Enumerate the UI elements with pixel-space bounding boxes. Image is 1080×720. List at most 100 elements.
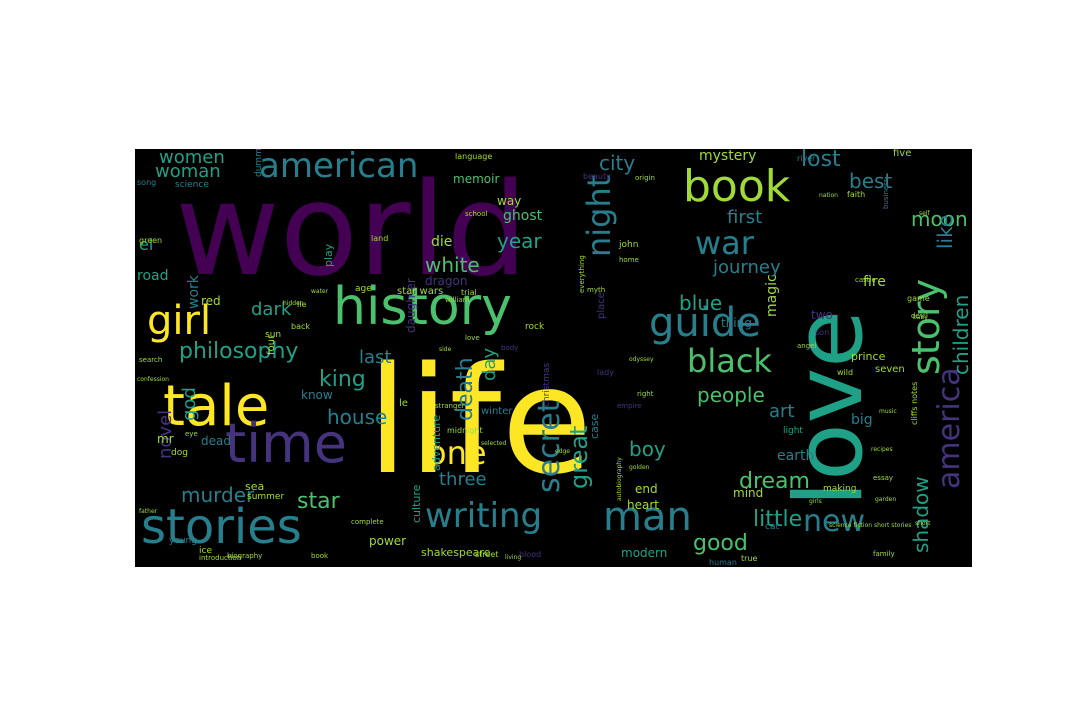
cloud-word-nation: nation xyxy=(819,192,838,199)
cloud-word-death: death xyxy=(453,357,478,421)
word-cloud: world life love history tale time stories book g… xyxy=(135,149,972,567)
cloud-word-sun: sun xyxy=(265,330,282,340)
cloud-word-true: true xyxy=(741,554,758,563)
cloud-word-two: two xyxy=(811,308,833,322)
cloud-word-people: people xyxy=(697,383,765,407)
cloud-word-know: know xyxy=(301,388,333,402)
cloud-word-house: house xyxy=(327,405,388,429)
cloud-word-philosophy: philosophy xyxy=(179,339,299,364)
cloud-word-murder: murder xyxy=(181,483,255,507)
cloud-word-green: green xyxy=(139,236,163,245)
cloud-word-lady: lady xyxy=(597,368,614,377)
cloud-word-love: love xyxy=(465,334,480,342)
cloud-word-new: new xyxy=(803,504,866,539)
cloud-word-young: young xyxy=(169,536,197,546)
cloud-word-beauty: beauty xyxy=(583,172,611,181)
cloud-word-dream: dream xyxy=(739,469,810,494)
cloud-word-game: game xyxy=(907,294,930,303)
cloud-word-castle: castle xyxy=(855,276,876,284)
cloud-word-winter: winter xyxy=(481,406,513,417)
cloud-word-prince: prince xyxy=(851,350,886,363)
cloud-word-king: king xyxy=(319,367,366,392)
cloud-word-power: power xyxy=(369,534,407,548)
cloud-word-autobiography: autobiography xyxy=(616,457,623,501)
cloud-word-water: water xyxy=(311,288,329,295)
cloud-word-complete: complete xyxy=(351,518,384,526)
cloud-word-blood: blood xyxy=(519,550,542,559)
cloud-word-star-wars: star wars xyxy=(397,286,444,297)
cloud-word-cat: cat xyxy=(765,522,779,532)
cloud-word-myth: myth xyxy=(587,286,606,294)
cloud-word-father: father xyxy=(139,508,158,515)
cloud-word-heart: heart xyxy=(627,498,659,512)
cloud-word-making: making xyxy=(823,484,857,494)
cloud-word-tale: tale xyxy=(163,374,270,439)
cloud-word-baby: baby xyxy=(913,314,928,321)
cloud-word-song: song xyxy=(137,178,157,187)
cloud-word-blue: blue xyxy=(679,291,723,315)
cloud-word-earth: earth xyxy=(777,448,815,464)
cloud-word-age: age xyxy=(355,284,372,294)
cloud-word-family: family xyxy=(873,550,895,558)
cloud-word-language: language xyxy=(455,152,493,161)
cloud-word-ice: ice xyxy=(199,546,212,556)
cloud-word-god: god xyxy=(179,387,200,421)
cloud-word-writing: writing xyxy=(425,496,543,536)
cloud-word-seven: seven xyxy=(875,364,905,375)
cloud-word-modern: modern xyxy=(621,546,668,560)
cloud-word-music: music xyxy=(879,408,897,415)
cloud-word-dark: dark xyxy=(251,299,292,320)
cloud-word-home: home xyxy=(619,256,639,264)
cloud-word-son: son xyxy=(815,328,830,337)
cloud-word-river: river xyxy=(797,154,816,163)
cloud-word-empire: empire xyxy=(617,402,642,410)
cloud-word-night: night xyxy=(580,174,618,257)
cloud-word-rock: rock xyxy=(525,322,545,332)
cloud-word-adventure: adventure xyxy=(430,414,443,471)
cloud-word-short: short xyxy=(915,520,931,527)
cloud-word-road: road xyxy=(137,268,169,284)
cloud-word-recipes: recipes xyxy=(871,446,893,453)
cloud-word-red: red xyxy=(201,294,221,308)
cloud-word-dummies: dummies xyxy=(254,149,264,177)
cloud-word-woman: woman xyxy=(155,161,221,182)
cloud-word-school: school xyxy=(465,210,488,218)
cloud-word-mr: mr xyxy=(157,432,174,446)
cloud-word-place: place xyxy=(596,292,607,319)
cloud-word-shadow: shadow xyxy=(909,476,933,553)
cloud-word-land: land xyxy=(371,234,389,243)
cloud-word-golden: golden xyxy=(629,464,650,471)
cloud-word-self: self xyxy=(919,210,930,217)
cloud-word-light: light xyxy=(783,426,803,436)
cloud-word-faith: faith xyxy=(847,190,866,199)
cloud-word-women: women xyxy=(159,149,225,168)
cloud-word-body: body xyxy=(501,344,519,352)
cloud-word-search: search xyxy=(139,356,163,364)
cloud-word-lost: lost xyxy=(801,149,841,172)
cloud-word-play: play xyxy=(322,243,335,267)
cloud-word-summer: summer xyxy=(247,492,285,502)
cloud-word-devil: devil xyxy=(911,312,928,320)
cloud-word-way: way xyxy=(497,194,522,208)
cloud-word-eye: eye xyxy=(185,430,198,438)
cloud-word-little: little xyxy=(753,507,803,532)
cloud-word-sea: sea xyxy=(245,480,265,493)
cloud-word-three: three xyxy=(439,469,487,490)
cloud-word-thing: thing xyxy=(721,316,752,330)
cloud-word-big: big xyxy=(851,412,873,428)
cloud-word-street: street xyxy=(475,550,499,559)
cloud-word-essay: essay xyxy=(873,474,894,482)
cloud-word-garden: garden xyxy=(875,496,897,503)
cloud-word-culture: culture xyxy=(410,484,423,523)
cloud-word-journey: journey xyxy=(713,257,781,278)
cloud-word-end: end xyxy=(635,482,658,496)
cloud-word-christmas: christmas xyxy=(542,362,552,407)
cloud-word-star: star xyxy=(297,489,340,514)
cloud-word-science: science xyxy=(175,180,209,190)
cloud-word-william: william xyxy=(445,296,470,304)
cloud-word-human: human xyxy=(709,558,737,567)
cloud-word-white: white xyxy=(425,253,480,277)
cloud-word-magic: magic xyxy=(764,274,780,317)
cloud-word-first: first xyxy=(727,207,763,228)
cloud-word-mystery: mystery xyxy=(699,149,757,164)
